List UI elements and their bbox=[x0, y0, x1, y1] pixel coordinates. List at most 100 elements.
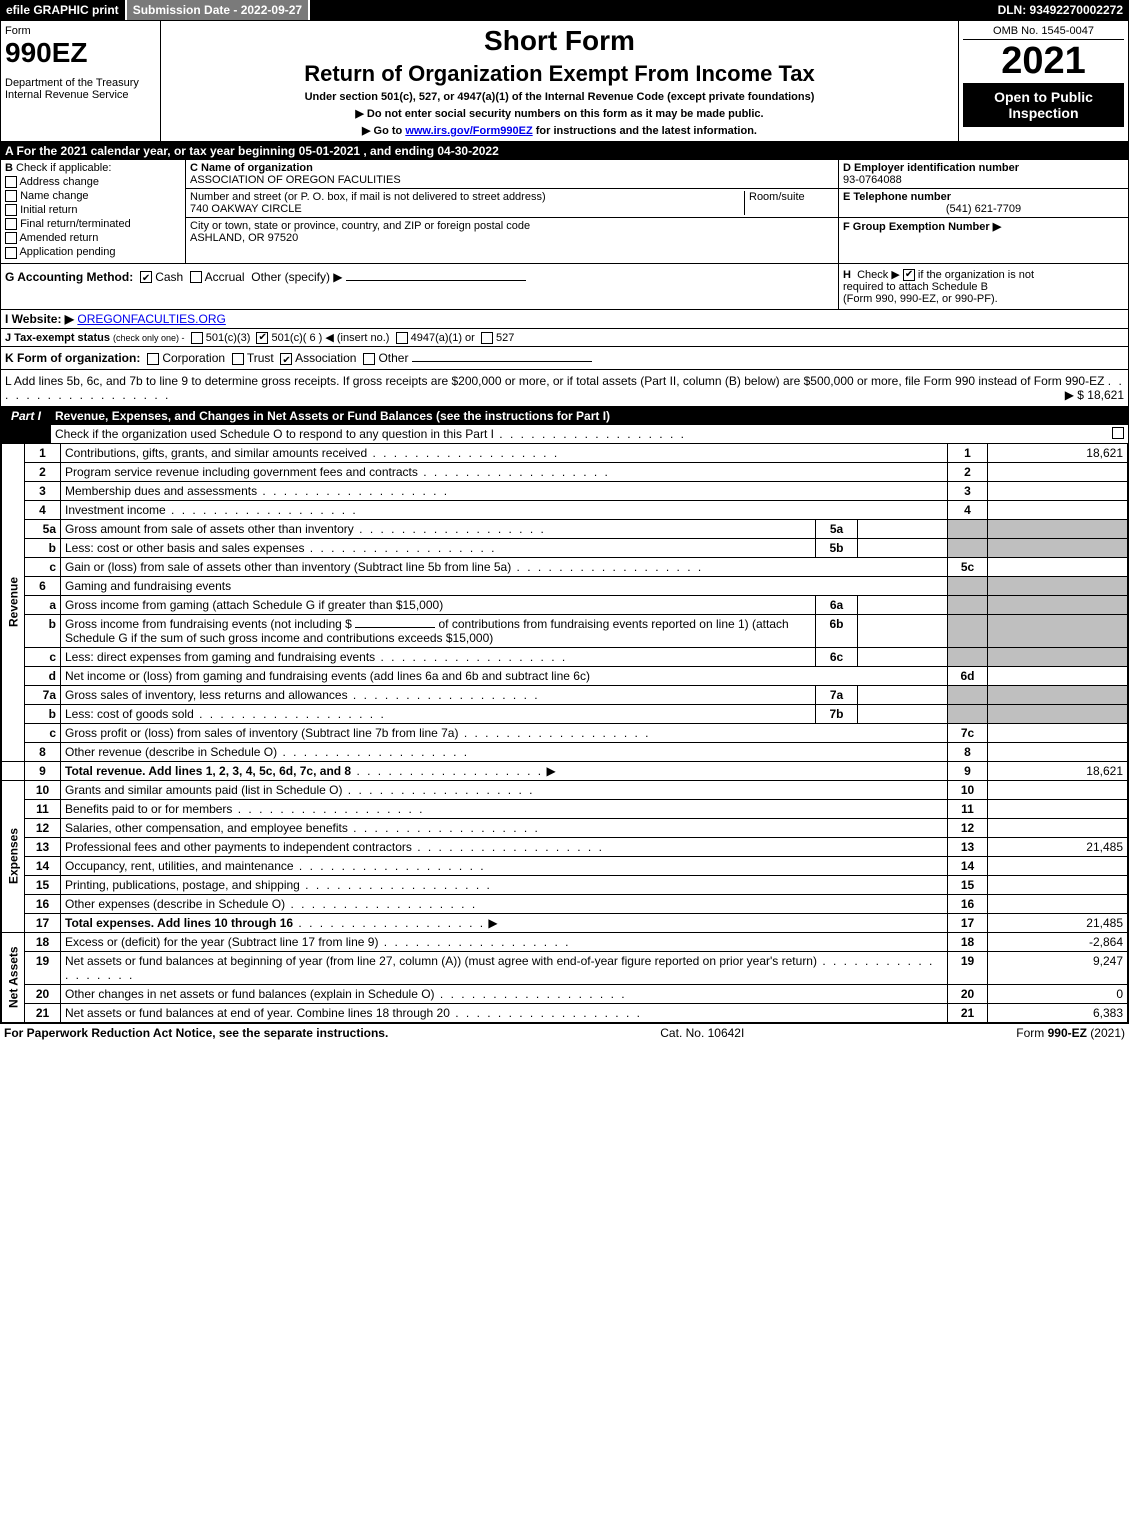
street-label: Number and street (or P. O. box, if mail… bbox=[190, 191, 546, 203]
top-center: Short Form Return of Organization Exempt… bbox=[161, 21, 958, 141]
efile-label: efile GRAPHIC print bbox=[0, 0, 127, 20]
website-row: I Website: ▶ OREGONFACULTIES.ORG bbox=[1, 310, 1128, 329]
chk-501c3[interactable] bbox=[191, 332, 203, 344]
form-of-org-row: K Form of organization: Corporation Trus… bbox=[1, 347, 1128, 370]
l-gross-receipts: L Add lines 5b, 6c, and 7b to line 9 to … bbox=[1, 370, 1128, 407]
department: Department of the Treasury Internal Reve… bbox=[5, 77, 156, 101]
city-label: City or town, state or province, country… bbox=[190, 220, 530, 232]
line-10-text: Grants and similar amounts paid (list in… bbox=[61, 780, 948, 799]
line-16-text: Other expenses (describe in Schedule O) bbox=[61, 894, 948, 913]
line-7c-text: Gross profit or (loss) from sales of inv… bbox=[61, 723, 948, 742]
tax-year: 2021 bbox=[963, 40, 1124, 83]
line-7b-text: Less: cost of goods sold bbox=[61, 704, 816, 723]
short-form-title: Short Form bbox=[165, 25, 954, 57]
i-label: I Website: ▶ bbox=[5, 312, 74, 326]
line-1-box: 1 bbox=[948, 443, 988, 462]
chk-501c[interactable] bbox=[256, 332, 268, 344]
part-i-header-wrap: Part I Revenue, Expenses, and Changes in… bbox=[1, 407, 1128, 443]
address-section: B Check if applicable: Address change Na… bbox=[1, 160, 1128, 264]
line-1-no: 1 bbox=[25, 443, 61, 462]
chk-amended-return[interactable]: Amended return bbox=[5, 232, 181, 244]
side-netassets: Net Assets bbox=[2, 932, 25, 1022]
chk-name-change[interactable]: Name change bbox=[5, 190, 181, 202]
e-label: E Telephone number bbox=[843, 191, 951, 203]
street: 740 OAKWAY CIRCLE bbox=[190, 203, 302, 215]
h-label: H bbox=[843, 269, 851, 281]
org-name: ASSOCIATION OF OREGON FACULITIES bbox=[190, 174, 401, 186]
l-text: L Add lines 5b, 6c, and 7b to line 9 to … bbox=[5, 374, 1104, 388]
side-expenses: Expenses bbox=[2, 780, 25, 932]
part-i-label: Part I bbox=[1, 407, 51, 443]
ein-row: D Employer identification number 93-0764… bbox=[839, 160, 1128, 189]
line-13-text: Professional fees and other payments to … bbox=[61, 837, 948, 856]
top-section: Form 990EZ Department of the Treasury In… bbox=[1, 21, 1128, 142]
line-20-text: Other changes in net assets or fund bala… bbox=[61, 984, 948, 1003]
do-not-enter: ▶ Do not enter social security numbers o… bbox=[165, 107, 954, 120]
side-revenue: Revenue bbox=[2, 443, 25, 761]
chk-final-return[interactable]: Final return/terminated bbox=[5, 218, 181, 230]
line-6b-text: Gross income from fundraising events (no… bbox=[61, 614, 816, 647]
check-column: B Check if applicable: Address change Na… bbox=[1, 160, 186, 263]
line-1-text: Contributions, gifts, grants, and simila… bbox=[61, 443, 948, 462]
dln: DLN: 93492270002272 bbox=[992, 0, 1129, 20]
top-right: OMB No. 1545-0047 2021 Open to Public In… bbox=[958, 21, 1128, 141]
goto-pre: ▶ Go to bbox=[362, 125, 405, 137]
chk-schedule-o-parti[interactable] bbox=[1112, 427, 1124, 439]
line-5a-text: Gross amount from sale of assets other t… bbox=[61, 519, 816, 538]
chk-association[interactable] bbox=[280, 353, 292, 365]
line-1-amt: 18,621 bbox=[988, 443, 1128, 462]
top-left: Form 990EZ Department of the Treasury In… bbox=[1, 21, 161, 141]
footer-center: Cat. No. 10642I bbox=[660, 1026, 744, 1040]
chk-4947[interactable] bbox=[396, 332, 408, 344]
line-6a-text: Gross income from gaming (attach Schedul… bbox=[61, 595, 816, 614]
d-label: D Employer identification number bbox=[843, 162, 1019, 174]
g-label: G Accounting Method: bbox=[5, 270, 133, 284]
k-label: K Form of organization: bbox=[5, 351, 140, 365]
form-number: 990EZ bbox=[5, 37, 156, 69]
line-14-text: Occupancy, rent, utilities, and maintena… bbox=[61, 856, 948, 875]
goto-post: for instructions and the latest informat… bbox=[533, 125, 757, 137]
chk-address-change[interactable]: Address change bbox=[5, 176, 181, 188]
name-column: C Name of organization ASSOCIATION OF OR… bbox=[186, 160, 838, 263]
website-link[interactable]: OREGONFACULTIES.ORG bbox=[77, 312, 225, 326]
form-label: Form bbox=[5, 25, 156, 37]
part-i-title: Revenue, Expenses, and Changes in Net As… bbox=[51, 407, 1128, 425]
group-exemption-row: F Group Exemption Number ▶ bbox=[839, 218, 1128, 235]
chk-initial-return[interactable]: Initial return bbox=[5, 204, 181, 216]
goto-line: ▶ Go to www.irs.gov/Form990EZ for instru… bbox=[165, 124, 954, 137]
line-18-text: Excess or (deficit) for the year (Subtra… bbox=[61, 932, 948, 951]
line-2-text: Program service revenue including govern… bbox=[61, 462, 948, 481]
form-container: Form 990EZ Department of the Treasury In… bbox=[0, 20, 1129, 1024]
line-21-text: Net assets or fund balances at end of ye… bbox=[61, 1003, 948, 1022]
chk-527[interactable] bbox=[481, 332, 493, 344]
line-9-text: Total revenue. Add lines 1, 2, 3, 4, 5c,… bbox=[61, 761, 948, 780]
line-3-text: Membership dues and assessments bbox=[61, 481, 948, 500]
chk-cash[interactable] bbox=[140, 271, 152, 283]
footer-left: For Paperwork Reduction Act Notice, see … bbox=[4, 1026, 388, 1040]
chk-trust[interactable] bbox=[232, 353, 244, 365]
h-schedule-b: H Check ▶ if the organization is not req… bbox=[838, 264, 1128, 309]
line-6d-text: Net income or (loss) from gaming and fun… bbox=[61, 666, 948, 685]
other-specify: Other (specify) ▶ bbox=[251, 270, 342, 284]
chk-corporation[interactable] bbox=[147, 353, 159, 365]
chk-schedule-b[interactable] bbox=[903, 269, 915, 281]
employer-column: D Employer identification number 93-0764… bbox=[838, 160, 1128, 263]
city-row: City or town, state or province, country… bbox=[186, 218, 838, 246]
ein-value: 93-0764088 bbox=[843, 174, 902, 186]
goto-link[interactable]: www.irs.gov/Form990EZ bbox=[405, 125, 532, 137]
org-name-row: C Name of organization ASSOCIATION OF OR… bbox=[186, 160, 838, 189]
l-amount: ▶ $ 18,621 bbox=[1065, 388, 1124, 402]
j-label: J Tax-exempt status bbox=[5, 332, 110, 344]
footer-right: Form 990-EZ (2021) bbox=[1016, 1026, 1125, 1040]
tax-exempt-row: J Tax-exempt status (check only one) - 5… bbox=[1, 329, 1128, 347]
room-suite: Room/suite bbox=[744, 191, 834, 215]
chk-application-pending[interactable]: Application pending bbox=[5, 246, 181, 258]
return-title: Return of Organization Exempt From Incom… bbox=[165, 61, 954, 87]
chk-other-org[interactable] bbox=[363, 353, 375, 365]
chk-accrual[interactable] bbox=[190, 271, 202, 283]
line-5b-text: Less: cost or other basis and sales expe… bbox=[61, 538, 816, 557]
line-19-text: Net assets or fund balances at beginning… bbox=[61, 951, 948, 984]
submission-date: Submission Date - 2022-09-27 bbox=[127, 0, 310, 20]
row-a-tax-year: A For the 2021 calendar year, or tax yea… bbox=[1, 142, 1128, 160]
line-6c-text: Less: direct expenses from gaming and fu… bbox=[61, 647, 816, 666]
